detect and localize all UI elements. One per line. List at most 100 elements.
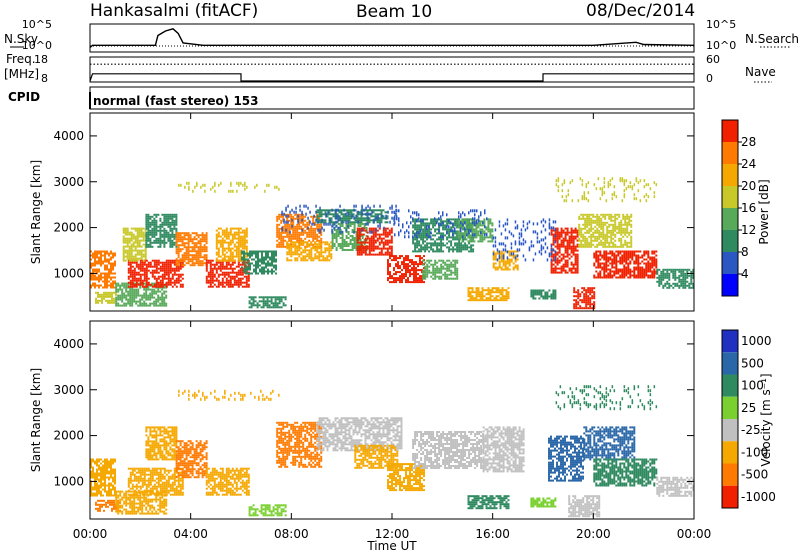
range-gate-cell [505, 291, 508, 294]
range-gate-cell [570, 267, 573, 270]
range-gate-cell [151, 294, 154, 297]
range-gate-cell [324, 259, 327, 262]
range-gate-cell [102, 286, 104, 289]
range-gate-cell [393, 273, 395, 276]
range-gate-cell [173, 273, 176, 276]
range-gate-cell [448, 246, 451, 249]
range-gate-cell [630, 215, 633, 218]
range-gate-cell [594, 237, 597, 240]
range-gate-cell [452, 277, 455, 280]
range-gate-cell [614, 233, 617, 236]
range-gate-cell [237, 233, 240, 236]
range-gate-cell [461, 218, 464, 221]
range-gate-cell [199, 238, 202, 241]
range-gate-cell [604, 241, 607, 244]
range-gate-cell [112, 252, 114, 255]
range-gate-cell [576, 263, 579, 266]
range-gate-cell [318, 253, 321, 256]
range-gate-cell [163, 219, 166, 222]
range-gate-cell [631, 274, 634, 277]
range-gate-cell [265, 262, 267, 265]
range-gate-cell [574, 247, 577, 250]
range-gate-cell [568, 239, 571, 242]
range-gate-cell [271, 250, 273, 253]
range-gate-cell [215, 237, 218, 240]
range-gate-cell [494, 252, 497, 255]
range-gate-cell [290, 255, 293, 258]
range-gate-cell [205, 265, 208, 268]
range-gate-cell [205, 250, 208, 253]
range-gate-cell [420, 238, 423, 241]
range-gate-cell [554, 271, 557, 274]
range-gate-cell [181, 238, 184, 241]
range-gate-cell [288, 225, 291, 228]
range-gate-cell [165, 219, 168, 222]
range-gate-cell [135, 290, 138, 293]
range-gate-cell [165, 285, 168, 288]
range-gate-cell [556, 231, 559, 234]
range-gate-cell [389, 263, 391, 266]
range-gate-cell [456, 238, 459, 241]
range-gate-cell [267, 264, 269, 267]
range-gate-cell [320, 223, 323, 226]
range-gate-cell [623, 270, 626, 273]
range-gate-cell [550, 265, 553, 268]
range-gate-cell [456, 218, 459, 221]
range-gate-cell [275, 258, 277, 261]
range-gate-cell [280, 300, 283, 303]
range-gate-cell [351, 229, 354, 231]
range-gate-cell [264, 304, 267, 307]
range-gate-cell [540, 295, 543, 298]
range-gate-cell [135, 271, 138, 274]
range-gate-cell [348, 211, 351, 214]
range-gate-cell [302, 221, 305, 224]
range-gate-cell [424, 267, 427, 270]
range-gate-cell [203, 240, 206, 243]
range-gate-cell [308, 235, 311, 238]
range-gate-cell [635, 274, 638, 277]
range-gate-cell [436, 228, 439, 231]
range-gate-cell [422, 236, 425, 239]
range-gate-cell [615, 268, 618, 271]
range-gate-cell [233, 281, 236, 284]
range-gate-cell [494, 266, 497, 269]
range-gate-cell [581, 299, 584, 302]
range-gate-cell [356, 245, 359, 248]
range-gate-cell [131, 271, 134, 274]
range-gate-cell [588, 219, 591, 222]
range-gate-cell [136, 227, 139, 230]
range-gate-cell [157, 285, 160, 288]
range-gate-cell [426, 259, 429, 262]
range-gate-cell [175, 219, 178, 222]
range-gate-cell [452, 259, 455, 262]
range-gate-cell [615, 250, 618, 253]
range-gate-cell [456, 250, 459, 253]
range-gate-cell [171, 245, 174, 248]
range-gate-cell [171, 273, 174, 276]
range-gate-cell [183, 238, 186, 241]
range-gate-cell [460, 246, 463, 249]
range-gate-cell [167, 223, 170, 226]
range-gate-cell [106, 282, 108, 285]
range-gate-cell [442, 267, 445, 270]
range-gate-cell [209, 261, 212, 264]
range-gate-cell [205, 281, 208, 284]
range-gate-cell [448, 232, 451, 235]
range-gate-cell [417, 273, 419, 276]
range-gate-cell [386, 247, 389, 250]
range-gate-cell [193, 256, 196, 259]
range-gate-cell [314, 223, 317, 226]
range-gate-cell [181, 277, 184, 280]
range-gate-cell [233, 271, 236, 274]
range-gate-cell [187, 242, 190, 245]
range-gate-cell [358, 233, 361, 236]
range-gate-cell [485, 228, 488, 231]
range-gate-cell [229, 279, 232, 282]
range-gate-cell [376, 247, 379, 250]
range-gate-cell [96, 276, 98, 279]
range-gate-cell [360, 249, 363, 252]
range-gate-cell [370, 245, 373, 248]
range-gate-cell [582, 215, 585, 218]
range-gate-cell [360, 243, 363, 246]
range-gate-cell [584, 217, 587, 220]
